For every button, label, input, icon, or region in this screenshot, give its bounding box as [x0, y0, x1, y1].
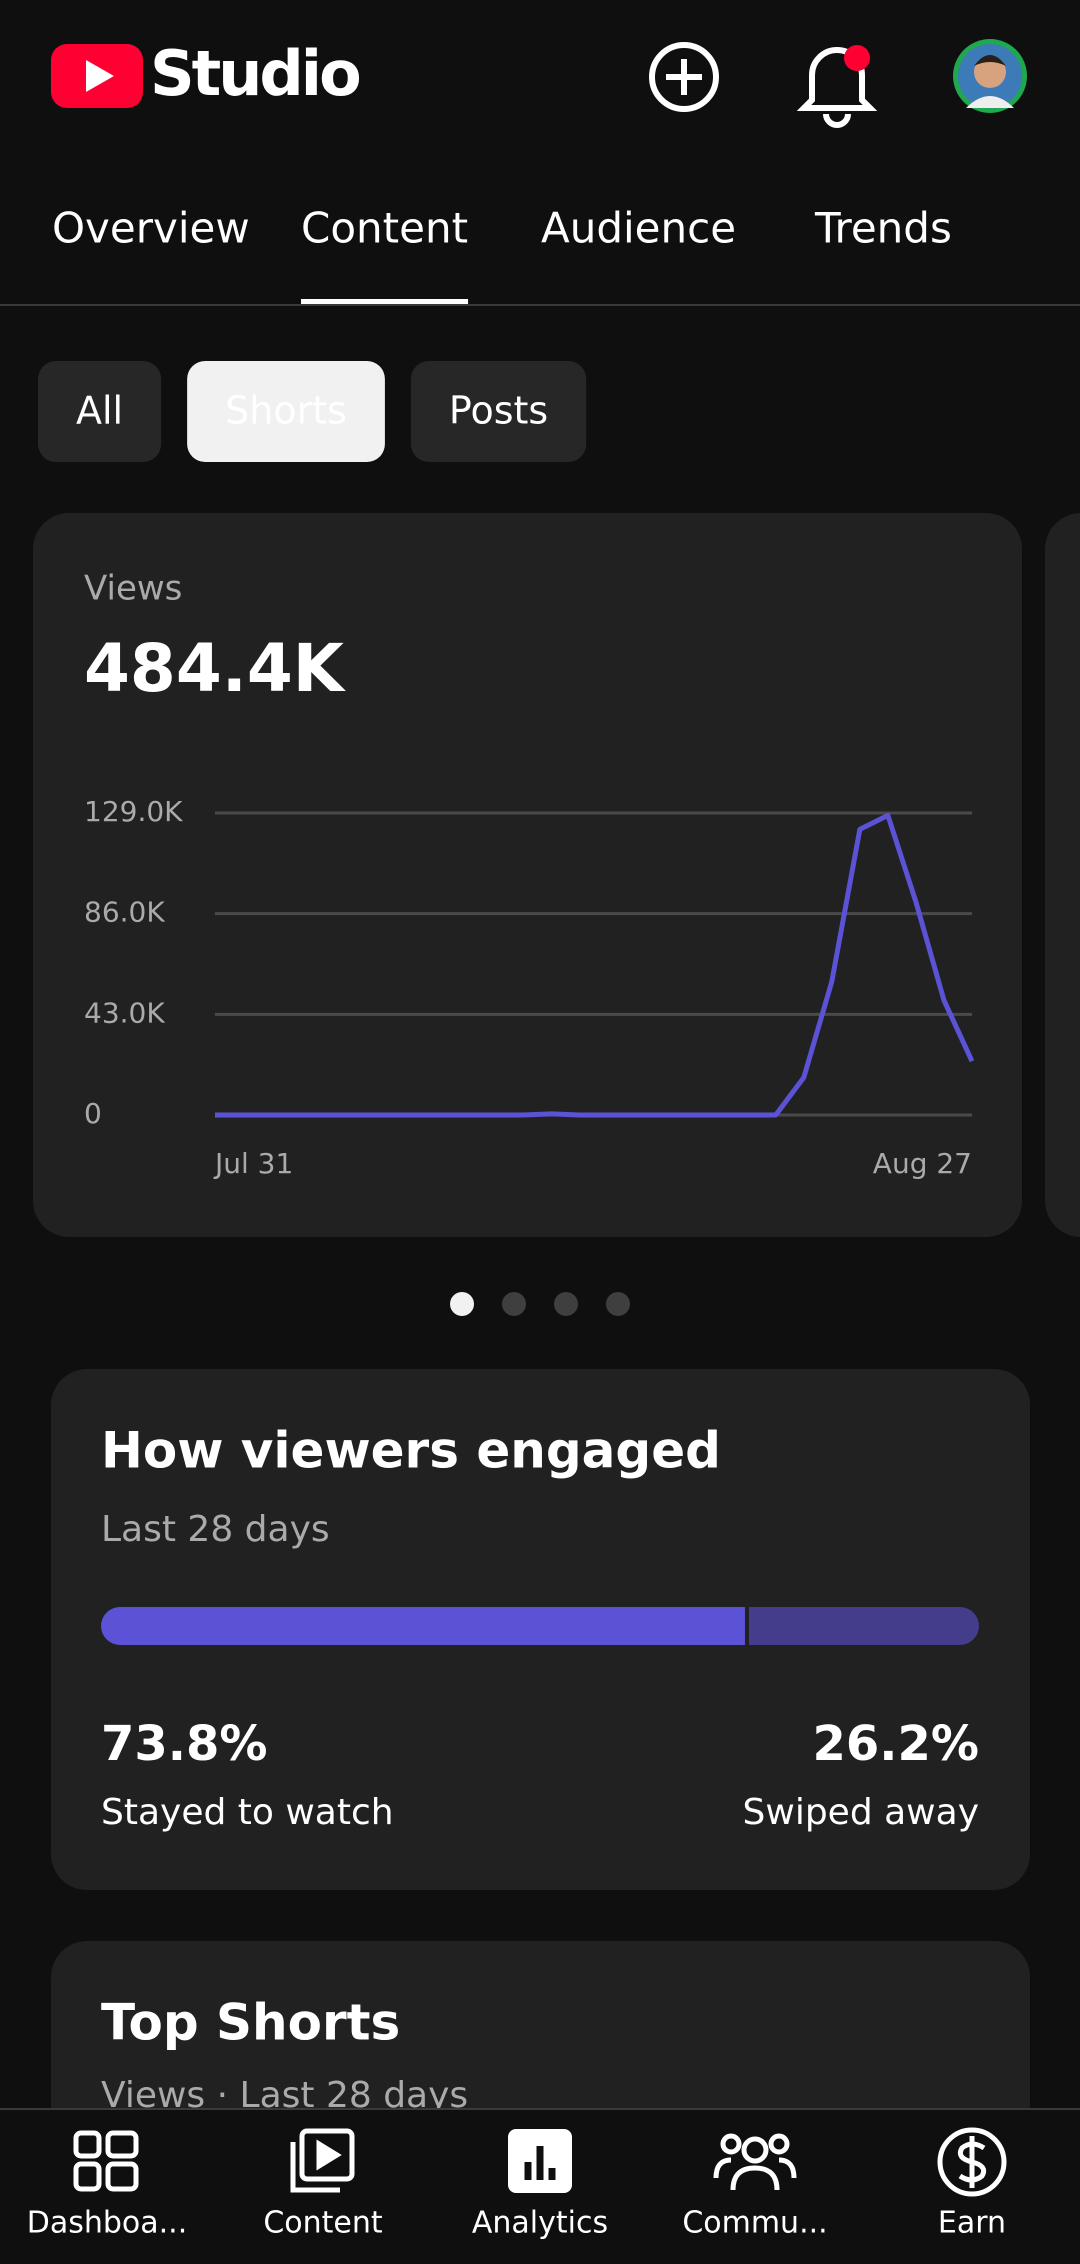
nav-label[interactable]: Commu...	[682, 2206, 827, 2241]
nav-label[interactable]: Earn	[938, 2206, 1006, 2241]
engagement-label: Stayed to watch	[101, 1792, 394, 1833]
earn-icon[interactable]	[937, 2127, 1007, 2197]
tab[interactable]: Overview	[52, 204, 250, 253]
tab-indicator	[301, 299, 469, 305]
card-subtitle: Last 28 days	[101, 1509, 330, 1550]
x-tick-label: Aug 27	[873, 1147, 972, 1180]
nav-icons	[73, 2127, 1007, 2197]
create-button[interactable]	[649, 42, 719, 112]
app-title: Studio	[150, 37, 359, 110]
chip-label: Shorts	[225, 389, 347, 433]
chip-label: Posts	[449, 389, 548, 433]
page-dot[interactable]	[606, 1292, 630, 1316]
filter-chip[interactable]: Shorts	[187, 361, 385, 462]
total-views: 484.4K	[84, 630, 347, 707]
nav-label[interactable]: Content	[263, 2206, 383, 2241]
y-tick-label: 129.0K	[84, 795, 183, 828]
dashboard-icon[interactable]	[73, 2130, 139, 2192]
card-label: Views	[84, 569, 182, 609]
x-tick-label: Jul 31	[213, 1147, 293, 1180]
chip-bg	[38, 361, 162, 462]
card-title: Top Shorts	[101, 1994, 400, 2052]
y-tick-label: 43.0K	[84, 996, 165, 1029]
community-icon[interactable]	[713, 2133, 797, 2191]
notifications-button[interactable]	[796, 45, 878, 128]
filter-chip[interactable]: All	[38, 361, 162, 462]
content-icon[interactable]	[290, 2128, 355, 2193]
series-line	[215, 812, 975, 1118]
filter-chip[interactable]: Posts	[410, 361, 587, 462]
tab[interactable]: Audience	[541, 204, 736, 253]
logo-play	[86, 60, 114, 92]
logo[interactable]: Studio	[51, 37, 362, 110]
page-dot[interactable]	[554, 1292, 578, 1316]
engagement-label: Swiped away	[743, 1792, 979, 1833]
analytics-icon[interactable]	[508, 2129, 572, 2193]
engagement-percent: 26.2%	[812, 1716, 979, 1772]
tab[interactable]: Content	[301, 204, 468, 253]
engagement-percent: 73.8%	[101, 1716, 268, 1772]
views-card[interactable]	[33, 513, 1022, 1237]
engagement-bar	[748, 1607, 979, 1645]
nav-label[interactable]: Analytics	[472, 2206, 608, 2241]
avatar[interactable]	[953, 39, 1027, 113]
nav-label[interactable]: Dashboa...	[27, 2206, 188, 2241]
tab[interactable]: Trends	[814, 204, 952, 253]
y-tick-label: 86.0K	[84, 896, 165, 929]
page-dot[interactable]	[502, 1292, 526, 1316]
engagement-bar	[101, 1607, 745, 1645]
next-card[interactable]	[1045, 513, 1080, 1237]
y-tick-label: 0	[84, 1097, 102, 1130]
page-dot-active[interactable]	[450, 1292, 474, 1316]
card-title: How viewers engaged	[101, 1422, 721, 1480]
chip-bg	[187, 361, 385, 462]
chip-label: All	[76, 389, 123, 433]
chip-bg	[410, 361, 587, 462]
